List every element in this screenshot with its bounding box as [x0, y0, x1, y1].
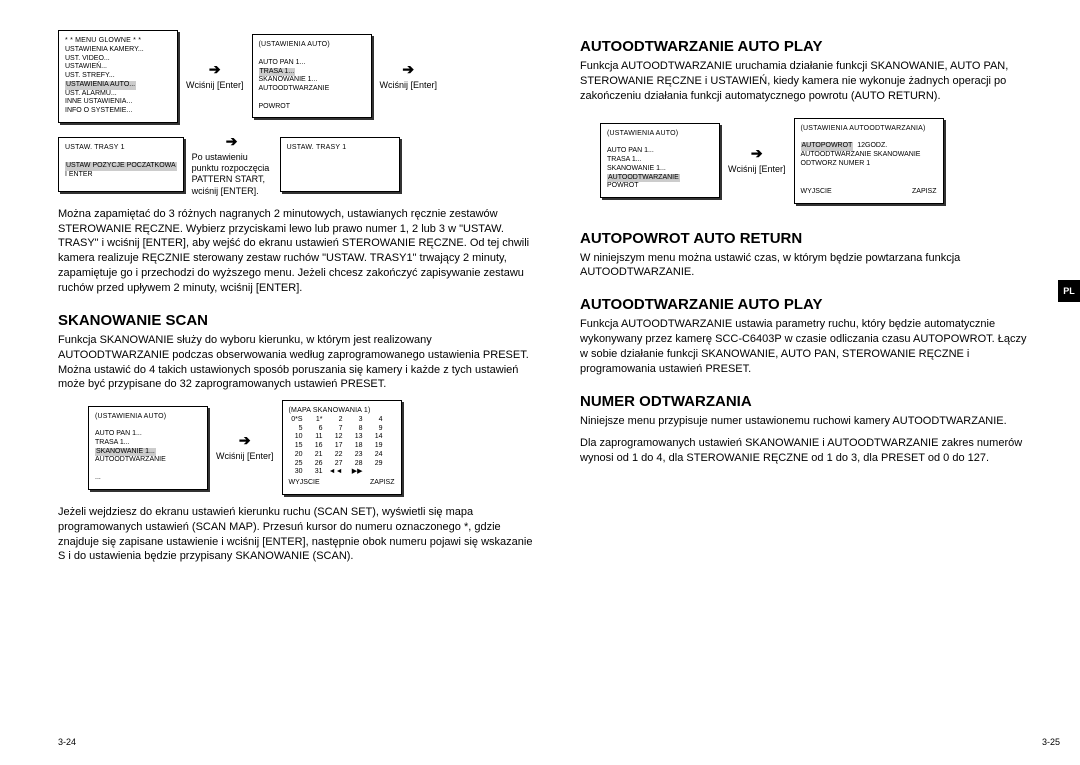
menu-item-selected: TRASA 1... [259, 68, 296, 77]
arrow-group: ➔ Wciśnij [Enter] [380, 61, 438, 91]
menu-item: AUTO PAN 1... [607, 147, 713, 156]
menu-item: UST. STREFY... [65, 72, 171, 81]
paragraph: Niniejsze menu przypisuje numer ustawion… [580, 414, 1030, 429]
arrow-right-icon: ➔ [751, 145, 763, 162]
box-title: (USTAWIENIA AUTOODTWARZANIA) [801, 125, 937, 134]
menu-item-selected: AUTOPOWROT [801, 142, 854, 151]
heading-autoreturn: AUTOPOWROT AUTO RETURN [580, 230, 1030, 247]
arrow-right-icon: ➔ [209, 61, 221, 78]
paragraph: Funkcja AUTOODTWARZANIE uruchamia działa… [580, 59, 1030, 104]
box-title: USTAW. TRASY 1 [287, 144, 393, 153]
page-number-left: 3-24 [58, 737, 76, 747]
flow-row-2: USTAW. TRASY 1 USTAW POZYCJE POCZATKOWA … [58, 133, 538, 197]
menu-item: ODTWORZ NUMER 1 [801, 160, 937, 169]
flow-row-1: * * MENU GLOWNE * * USTAWIENIA KAMERY...… [58, 30, 538, 123]
menu-box-trasy-2: USTAW. TRASY 1 [280, 137, 400, 192]
press-enter-label: Wciśnij [Enter] [728, 164, 786, 175]
box-title: USTAW. TRASY 1 [65, 144, 177, 153]
arrow-group: ➔ Wciśnij [Enter] [728, 145, 786, 175]
flow-row-3: (USTAWIENIA AUTO) AUTO PAN 1... TRASA 1.… [88, 400, 538, 495]
box-title: (MAPA SKANOWANIA 1) [289, 407, 395, 416]
flow-caption: Po ustawieniu punktu rozpoczęcia PATTERN… [192, 152, 272, 197]
menu-line: USTAW POZYCJE POCZATKOWA [65, 162, 177, 171]
box-footer: WYJSCIEZAPISZ [289, 479, 395, 488]
paragraph: Można zapamiętać do 3 różnych nagranych … [58, 207, 538, 296]
menu-item: SKANOWANIE 1... [607, 165, 713, 174]
menu-item: UST. VIDEO... [65, 55, 171, 64]
menu-box-main: * * MENU GLOWNE * * USTAWIENIA KAMERY...… [58, 30, 178, 123]
language-tab: PL [1058, 280, 1080, 302]
menu-item-selected: AUTOODTWARZANIE [607, 174, 680, 183]
paragraph: Funkcja SKANOWANIE służy do wyboru kieru… [58, 333, 538, 392]
menu-item: INFO O SYSTEMIE... [65, 107, 171, 116]
arrow-right-icon: ➔ [239, 432, 251, 449]
menu-item: INNE USTAWIENIA... [65, 98, 171, 107]
right-page: AUTOODTWARZANIE AUTO PLAY Funkcja AUTOOD… [580, 30, 1030, 725]
box-title: (USTAWIENIA AUTO) [259, 41, 365, 50]
map-row: 2021222324 [289, 451, 395, 460]
menu-item: AUTO PAN 1... [259, 59, 365, 68]
heading-autoplay: AUTOODTWARZANIE AUTO PLAY [580, 38, 1030, 55]
map-row: 56789 [289, 425, 395, 434]
page-number-right: 3-25 [1042, 737, 1060, 747]
paragraph: Funkcja AUTOODTWARZANIE ustawia parametr… [580, 317, 1030, 376]
arrow-group: ➔ Wciśnij [Enter] [186, 61, 244, 91]
menu-item: SKANOWANIE 1... [259, 76, 365, 85]
map-row: 1011121314 [289, 433, 395, 442]
menu-box-trasy: USTAW. TRASY 1 USTAW POZYCJE POCZATKOWA … [58, 137, 184, 192]
menu-item: TRASA 1... [607, 156, 713, 165]
arrow-right-icon: ➔ [402, 61, 414, 78]
menu-item: POWROT [607, 182, 713, 191]
arrow-group: ➔ Wciśnij [Enter] [216, 432, 274, 462]
menu-box-auto: (USTAWIENIA AUTO) AUTO PAN 1... TRASA 1.… [600, 123, 720, 198]
menu-item: AUTOODTWARZANIE [259, 85, 365, 94]
map-row: 2526272829 [289, 460, 395, 469]
press-enter-label: Wciśnij [Enter] [380, 80, 438, 91]
box-title: (USTAWIENIA AUTO) [607, 130, 713, 139]
menu-item: USTAWIEŃ... [65, 63, 171, 72]
box-footer: WYJSCIEZAPISZ [801, 188, 937, 197]
menu-box-auto: (USTAWIENIA AUTO) AUTO PAN 1... TRASA 1.… [252, 34, 372, 118]
menu-item: AUTO PAN 1... [95, 430, 201, 439]
paragraph: Dla zaprogramowanych ustawień SKANOWANIE… [580, 436, 1030, 466]
press-enter-label: Wciśnij [Enter] [216, 451, 274, 462]
menu-item: TRASA 1... [95, 439, 201, 448]
menu-item-selected: SKANOWANIE 1... [95, 448, 156, 457]
heading-playnumber: NUMER ODTWARZANIA [580, 393, 1030, 410]
scan-map-box: (MAPA SKANOWANIA 1) 0*S1*234 56789 10111… [282, 400, 402, 495]
menu-item-selected: USTAWIENIA AUTO... [65, 81, 136, 90]
menu-item: AUTOODTWARZANIE [95, 456, 201, 465]
heading-autoplay-2: AUTOODTWARZANIE AUTO PLAY [580, 296, 1030, 313]
menu-item: USTAWIENIA KAMERY... [65, 46, 171, 55]
menu-item: POWROT [259, 103, 365, 112]
arrow-group: ➔ Po ustawieniu punktu rozpoczęcia PATTE… [192, 133, 272, 197]
menu-box-autoplay-settings: (USTAWIENIA AUTOODTWARZANIA) AUTOPOWROT … [794, 118, 944, 204]
map-row: 3031◄◄▶▶ [289, 468, 395, 477]
paragraph: Jeżeli wejdziesz do ekranu ustawień kier… [58, 505, 538, 564]
menu-item: UST. ALARMU... [65, 90, 171, 99]
box-title: * * MENU GLOWNE * * [65, 37, 171, 46]
heading-scan: SKANOWANIE SCAN [58, 312, 538, 329]
menu-line: I ENTER [65, 171, 177, 180]
menu-box-auto-2: (USTAWIENIA AUTO) AUTO PAN 1... TRASA 1.… [88, 406, 208, 490]
map-row: 1516171819 [289, 442, 395, 451]
paragraph: W niniejszym menu można ustawić czas, w … [580, 251, 1030, 281]
left-page: * * MENU GLOWNE * * USTAWIENIA KAMERY...… [58, 30, 538, 725]
menu-item: AUTOODTWARZANIE SKANOWANIE [801, 151, 937, 160]
press-enter-label: Wciśnij [Enter] [186, 80, 244, 91]
arrow-right-icon: ➔ [226, 133, 238, 150]
flow-row-right: (USTAWIENIA AUTO) AUTO PAN 1... TRASA 1.… [600, 118, 1030, 204]
menu-item: ... [95, 474, 201, 483]
box-title: (USTAWIENIA AUTO) [95, 413, 201, 422]
map-row: 0*S1*234 [289, 416, 395, 425]
